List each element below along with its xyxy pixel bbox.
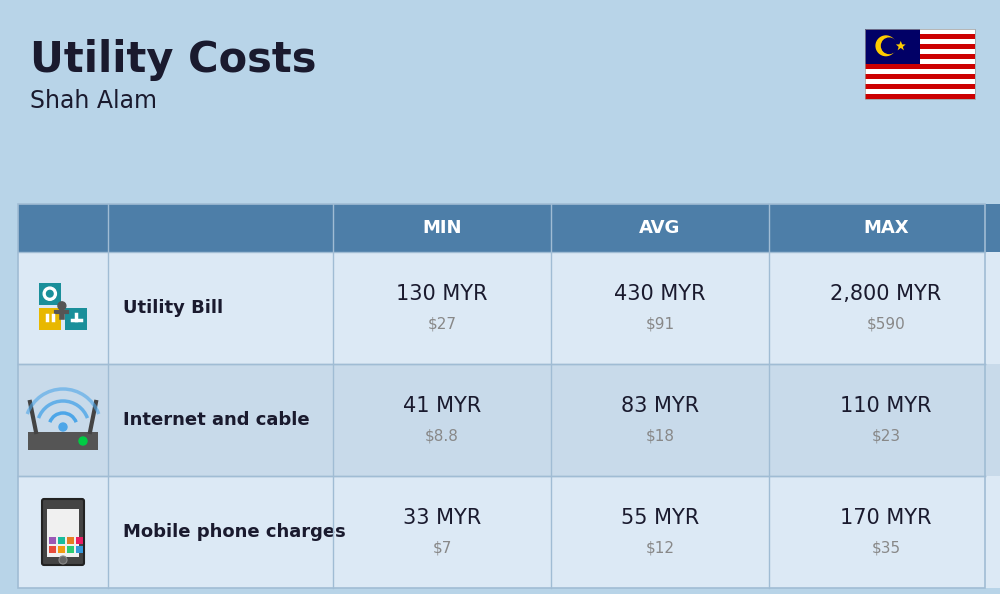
Bar — [28, 432, 98, 450]
Bar — [108, 204, 333, 252]
Bar — [865, 49, 975, 54]
Bar — [18, 364, 108, 476]
Bar — [108, 252, 333, 364]
Bar — [67, 537, 74, 544]
Bar — [551, 476, 769, 588]
Bar — [865, 79, 975, 84]
Text: Mobile phone charges: Mobile phone charges — [123, 523, 346, 541]
Text: $35: $35 — [871, 541, 901, 555]
Circle shape — [46, 290, 53, 297]
Text: 430 MYR: 430 MYR — [614, 284, 706, 304]
Bar — [108, 476, 333, 588]
Bar — [769, 252, 1000, 364]
Text: 55 MYR: 55 MYR — [621, 508, 699, 528]
Text: MAX: MAX — [863, 219, 909, 237]
Text: 41 MYR: 41 MYR — [403, 396, 481, 416]
Text: Shah Alam: Shah Alam — [30, 89, 157, 113]
Bar — [865, 74, 975, 79]
Bar — [865, 34, 975, 39]
Bar — [551, 252, 769, 364]
Bar — [39, 308, 61, 330]
Text: 130 MYR: 130 MYR — [396, 284, 488, 304]
Text: $18: $18 — [646, 428, 674, 444]
Bar — [865, 69, 975, 74]
Text: $7: $7 — [432, 541, 452, 555]
Bar — [58, 537, 65, 544]
Bar — [865, 94, 975, 99]
Bar — [333, 204, 551, 252]
Bar — [39, 283, 61, 305]
Text: Utility Costs: Utility Costs — [30, 39, 316, 81]
Bar — [551, 364, 769, 476]
Bar — [58, 546, 65, 553]
Text: $23: $23 — [871, 428, 901, 444]
Bar — [769, 476, 1000, 588]
Bar — [551, 204, 769, 252]
Bar — [108, 364, 333, 476]
Bar — [865, 29, 975, 99]
Text: 33 MYR: 33 MYR — [403, 508, 481, 528]
Bar — [769, 204, 1000, 252]
Bar — [65, 308, 87, 330]
Text: 110 MYR: 110 MYR — [840, 396, 932, 416]
Text: $91: $91 — [645, 317, 675, 331]
Text: $12: $12 — [646, 541, 674, 555]
Bar — [67, 546, 74, 553]
Bar — [865, 54, 975, 59]
Bar — [76, 546, 83, 553]
Polygon shape — [896, 41, 906, 50]
Bar — [865, 64, 975, 69]
Text: AVG: AVG — [639, 219, 681, 237]
Bar — [865, 29, 975, 34]
Text: 83 MYR: 83 MYR — [621, 396, 699, 416]
FancyBboxPatch shape — [42, 499, 84, 565]
Text: $27: $27 — [428, 317, 456, 331]
Bar — [865, 44, 975, 49]
Circle shape — [58, 302, 66, 309]
Bar — [865, 59, 975, 64]
Bar — [18, 476, 108, 588]
Text: $590: $590 — [867, 317, 905, 331]
Circle shape — [59, 556, 67, 564]
Bar — [49, 537, 56, 544]
Bar — [18, 204, 985, 588]
Text: Internet and cable: Internet and cable — [123, 411, 310, 429]
Text: 2,800 MYR: 2,800 MYR — [830, 284, 942, 304]
Bar — [333, 476, 551, 588]
Bar — [47, 509, 79, 557]
Circle shape — [59, 423, 67, 431]
Bar — [333, 252, 551, 364]
Bar — [865, 89, 975, 94]
Bar — [18, 252, 108, 364]
Bar — [865, 84, 975, 89]
Bar — [769, 364, 1000, 476]
Circle shape — [876, 36, 896, 56]
Text: $8.8: $8.8 — [425, 428, 459, 444]
Bar — [333, 364, 551, 476]
Bar — [49, 546, 56, 553]
Bar — [76, 537, 83, 544]
Bar — [18, 204, 108, 252]
Circle shape — [882, 38, 897, 53]
Bar — [865, 29, 920, 64]
Text: 170 MYR: 170 MYR — [840, 508, 932, 528]
Bar — [865, 39, 975, 44]
Text: MIN: MIN — [422, 219, 462, 237]
Text: Utility Bill: Utility Bill — [123, 299, 223, 317]
Circle shape — [79, 437, 87, 445]
Circle shape — [43, 287, 56, 301]
